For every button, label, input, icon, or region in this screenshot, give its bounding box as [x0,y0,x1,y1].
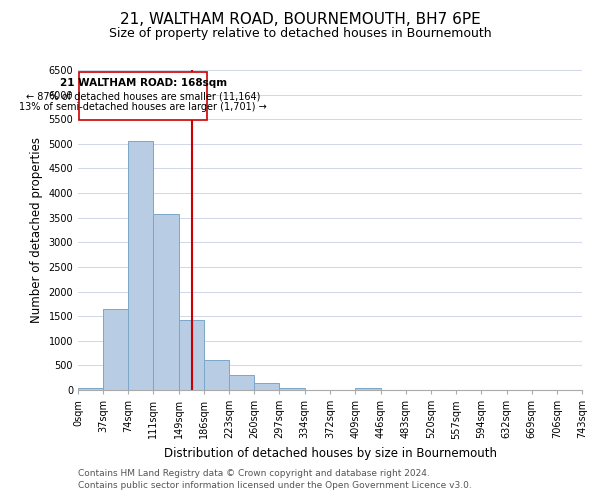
Text: Size of property relative to detached houses in Bournemouth: Size of property relative to detached ho… [109,28,491,40]
Bar [103,309,128,390]
Bar [128,142,153,390]
Text: ← 87% of detached houses are smaller (11,164): ← 87% of detached houses are smaller (11… [26,92,260,102]
Bar [229,375,254,390]
Text: 21 WALTHAM ROAD: 168sqm: 21 WALTHAM ROAD: 168sqm [59,78,227,88]
Bar [204,360,229,390]
Text: 13% of semi-detached houses are larger (1,701) →: 13% of semi-detached houses are larger (… [19,102,267,113]
Text: Contains HM Land Registry data © Crown copyright and database right 2024.: Contains HM Land Registry data © Crown c… [78,468,430,477]
Bar [78,388,103,390]
Bar [355,388,380,390]
Bar [179,320,204,390]
X-axis label: Distribution of detached houses by size in Bournemouth: Distribution of detached houses by size … [163,447,497,460]
Bar [280,388,305,390]
Text: 21, WALTHAM ROAD, BOURNEMOUTH, BH7 6PE: 21, WALTHAM ROAD, BOURNEMOUTH, BH7 6PE [119,12,481,28]
Bar [254,383,280,390]
Bar [153,214,179,390]
Text: Contains public sector information licensed under the Open Government Licence v3: Contains public sector information licen… [78,481,472,490]
Y-axis label: Number of detached properties: Number of detached properties [30,137,43,323]
FancyBboxPatch shape [79,72,207,120]
